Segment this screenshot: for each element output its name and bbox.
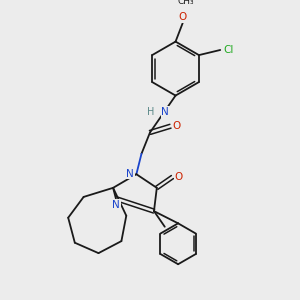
Text: H: H [148,107,155,117]
Text: N: N [126,169,134,178]
Text: N: N [161,107,169,117]
Text: O: O [178,12,187,22]
Text: O: O [172,121,181,131]
Text: N: N [112,200,120,210]
Text: O: O [175,172,183,182]
Text: CH₃: CH₃ [178,0,194,6]
Text: Cl: Cl [223,45,233,55]
